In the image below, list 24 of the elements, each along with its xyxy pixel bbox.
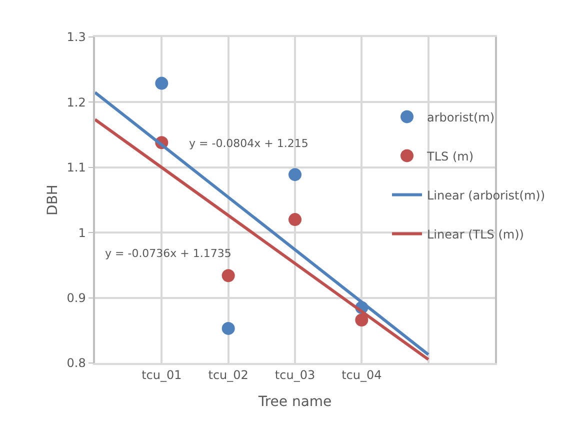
point bbox=[155, 76, 168, 90]
x-tick-label: tcu_02 bbox=[208, 368, 248, 382]
point bbox=[355, 313, 368, 326]
point bbox=[288, 213, 302, 226]
annotation: y = -0.0736x + 1.1735 bbox=[105, 247, 232, 260]
annotation: y = -0.0804x + 1.215 bbox=[189, 137, 308, 150]
y-axis-title: DBH bbox=[44, 184, 61, 216]
legend-label: Linear (arborist(m)) bbox=[427, 188, 545, 202]
y-tick-label: 1.1 bbox=[66, 160, 86, 175]
point bbox=[222, 322, 235, 335]
y-tick-label: 0.9 bbox=[66, 291, 86, 305]
legend-label: Linear (TLS (m)) bbox=[427, 227, 524, 242]
y-tick-label: 1 bbox=[78, 226, 86, 240]
x-tick-label: tcu_01 bbox=[142, 368, 182, 382]
point bbox=[288, 168, 302, 182]
x-tick-label: tcu_03 bbox=[274, 368, 316, 382]
x-axis-title: Tree name bbox=[257, 394, 332, 410]
y-tick-label: 0.8 bbox=[66, 356, 86, 370]
legend-label: TLS (m) bbox=[426, 149, 474, 164]
point bbox=[222, 269, 235, 282]
x-tick-label: tcu_04 bbox=[342, 368, 382, 382]
y-tick-label: 1.2 bbox=[66, 95, 86, 110]
y-tick-label: 1.3 bbox=[66, 30, 86, 44]
legend-label: arborist(m) bbox=[427, 110, 495, 124]
